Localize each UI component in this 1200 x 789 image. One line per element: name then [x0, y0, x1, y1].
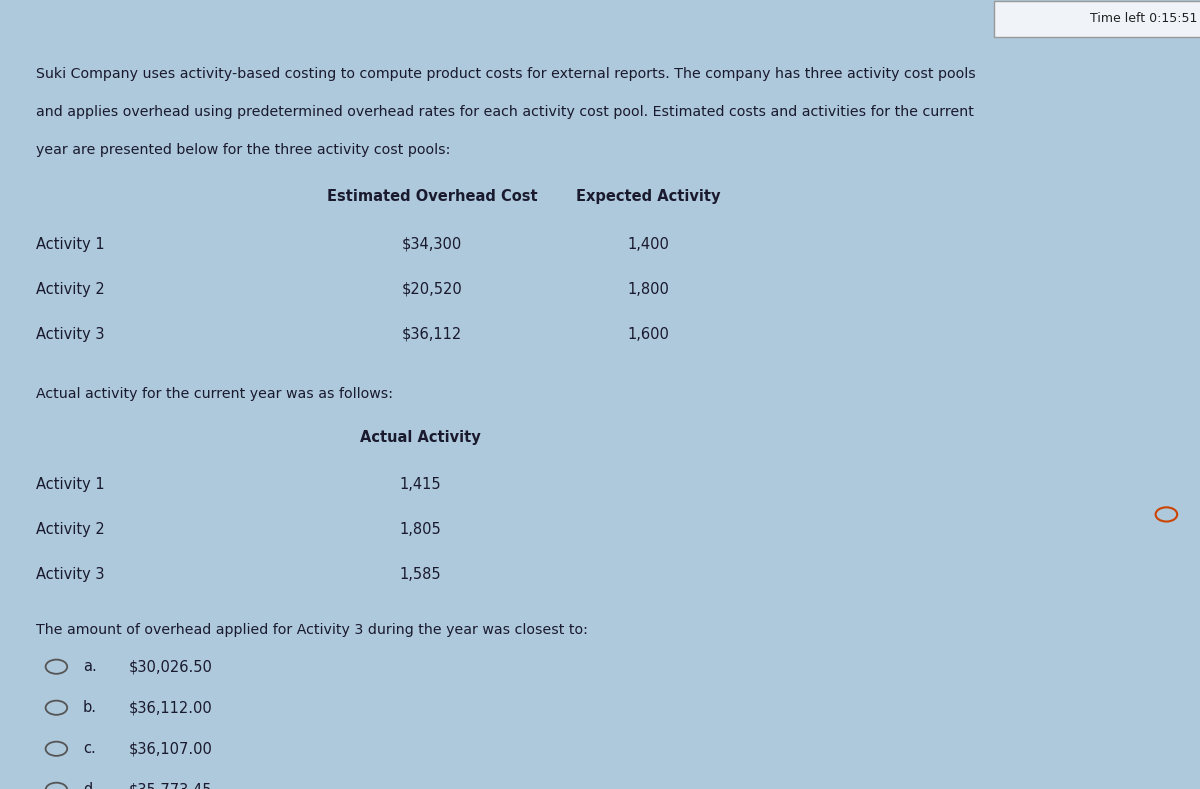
Text: 1,415: 1,415 — [400, 477, 440, 492]
Text: $36,112.00: $36,112.00 — [128, 700, 212, 716]
Text: d.: d. — [83, 782, 97, 789]
Text: Activity 2: Activity 2 — [36, 522, 104, 537]
Text: Activity 2: Activity 2 — [36, 282, 104, 297]
Text: Activity 3: Activity 3 — [36, 327, 104, 342]
Text: Expected Activity: Expected Activity — [576, 189, 720, 204]
Text: a.: a. — [83, 659, 96, 675]
Text: Activity 1: Activity 1 — [36, 477, 104, 492]
Text: The amount of overhead applied for Activity 3 during the year was closest to:: The amount of overhead applied for Activ… — [36, 623, 588, 638]
Text: $30,026.50: $30,026.50 — [128, 659, 212, 675]
Text: $34,300: $34,300 — [402, 237, 462, 252]
Text: Actual Activity: Actual Activity — [360, 430, 480, 445]
Text: $36,107.00: $36,107.00 — [128, 741, 212, 757]
FancyBboxPatch shape — [994, 1, 1200, 37]
Text: Activity 3: Activity 3 — [36, 567, 104, 582]
Text: 1,400: 1,400 — [628, 237, 668, 252]
Text: b.: b. — [83, 700, 97, 716]
Text: $20,520: $20,520 — [402, 282, 462, 297]
Text: 1,585: 1,585 — [400, 567, 440, 582]
Text: 1,805: 1,805 — [400, 522, 440, 537]
Text: $36,112: $36,112 — [402, 327, 462, 342]
Text: and applies overhead using predetermined overhead rates for each activity cost p: and applies overhead using predetermined… — [36, 105, 974, 119]
Text: Suki Company uses activity-based costing to compute product costs for external r: Suki Company uses activity-based costing… — [36, 67, 976, 81]
Text: Estimated Overhead Cost: Estimated Overhead Cost — [326, 189, 538, 204]
Text: c.: c. — [83, 741, 96, 757]
Text: 1,800: 1,800 — [628, 282, 668, 297]
Text: $35,773.45: $35,773.45 — [128, 782, 212, 789]
Text: 1,600: 1,600 — [628, 327, 668, 342]
Text: year are presented below for the three activity cost pools:: year are presented below for the three a… — [36, 143, 450, 157]
Text: Actual activity for the current year was as follows:: Actual activity for the current year was… — [36, 387, 394, 401]
Text: Time left 0:15:51: Time left 0:15:51 — [1091, 13, 1198, 25]
Text: Activity 1: Activity 1 — [36, 237, 104, 252]
